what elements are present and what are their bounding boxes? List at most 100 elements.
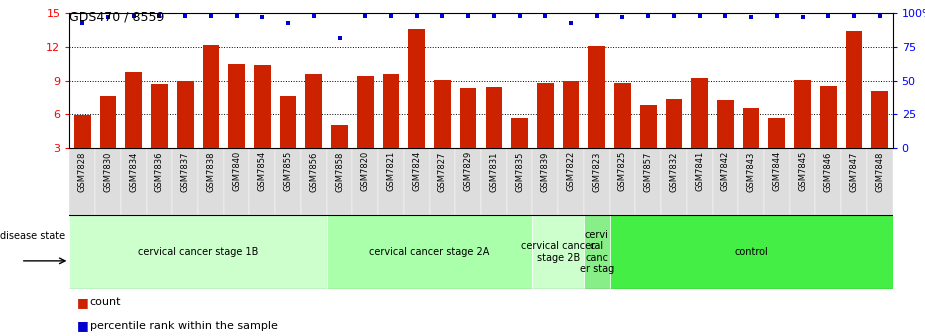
Bar	[429, 148, 455, 215]
Text: count: count	[90, 297, 121, 307]
Bar	[198, 148, 224, 215]
Point	[204, 13, 218, 19]
Text: GSM7825: GSM7825	[618, 151, 627, 192]
Text: GSM7856: GSM7856	[309, 151, 318, 192]
Bar	[558, 148, 584, 215]
Bar	[533, 215, 584, 289]
Bar	[640, 105, 657, 181]
Point	[152, 13, 166, 19]
Bar	[254, 65, 271, 181]
Point	[872, 13, 887, 19]
Point	[332, 35, 347, 40]
Bar	[588, 46, 605, 181]
Text: GSM7855: GSM7855	[284, 151, 292, 192]
Text: GSM7821: GSM7821	[387, 151, 396, 192]
Point	[229, 13, 244, 19]
Bar	[408, 29, 426, 181]
Text: cervical cancer stage 2A: cervical cancer stage 2A	[369, 247, 489, 257]
Text: GSM7822: GSM7822	[566, 151, 575, 192]
Point	[75, 20, 90, 26]
Bar	[301, 148, 327, 215]
Text: GSM7848: GSM7848	[875, 151, 884, 192]
Text: GSM7839: GSM7839	[541, 151, 549, 192]
Bar	[69, 215, 327, 289]
Text: GSM7820: GSM7820	[361, 151, 370, 192]
Text: ■: ■	[77, 296, 89, 309]
Point	[512, 13, 527, 19]
Bar	[250, 148, 276, 215]
Bar	[635, 148, 661, 215]
Bar	[305, 74, 322, 181]
Bar	[661, 148, 686, 215]
Bar	[841, 148, 867, 215]
Point	[744, 15, 758, 20]
Text: GSM7838: GSM7838	[206, 151, 216, 192]
Bar	[331, 125, 348, 181]
Point	[692, 13, 707, 19]
Bar	[228, 64, 245, 181]
Text: GSM7842: GSM7842	[721, 151, 730, 192]
Text: GSM7832: GSM7832	[670, 151, 678, 192]
Bar	[610, 215, 893, 289]
Text: GSM7858: GSM7858	[335, 151, 344, 192]
Bar	[512, 118, 528, 181]
Bar	[666, 98, 683, 181]
Text: GSM7831: GSM7831	[489, 151, 499, 192]
Text: cervical cancer stage 1B: cervical cancer stage 1B	[138, 247, 258, 257]
Bar	[383, 74, 400, 181]
Bar	[279, 96, 296, 181]
Bar	[327, 215, 533, 289]
Bar	[507, 148, 533, 215]
Bar	[276, 148, 301, 215]
Text: GSM7824: GSM7824	[413, 151, 421, 192]
Point	[589, 13, 604, 19]
Bar	[845, 31, 862, 181]
Bar	[224, 148, 250, 215]
Point	[101, 15, 116, 20]
Text: ■: ■	[77, 320, 89, 332]
Bar	[584, 215, 610, 289]
Bar	[795, 80, 811, 181]
Point	[615, 15, 630, 20]
Text: GSM7854: GSM7854	[258, 151, 266, 192]
Point	[409, 13, 424, 19]
Bar	[533, 148, 558, 215]
Bar	[69, 148, 95, 215]
Point	[435, 13, 450, 19]
Bar	[481, 148, 507, 215]
Bar	[146, 148, 172, 215]
Bar	[327, 148, 352, 215]
Text: GSM7843: GSM7843	[746, 151, 756, 192]
Text: GSM7823: GSM7823	[592, 151, 601, 192]
Bar	[172, 148, 198, 215]
Bar	[769, 118, 785, 181]
Bar	[867, 148, 893, 215]
Bar	[790, 148, 816, 215]
Point	[358, 13, 373, 19]
Bar	[455, 148, 481, 215]
Text: GSM7829: GSM7829	[463, 151, 473, 192]
Bar	[203, 45, 219, 181]
Point	[487, 13, 501, 19]
Text: GSM7836: GSM7836	[154, 151, 164, 192]
Point	[563, 20, 578, 26]
Point	[796, 15, 810, 20]
Text: GSM7845: GSM7845	[798, 151, 808, 192]
Point	[178, 13, 192, 19]
Bar	[712, 148, 738, 215]
Bar	[460, 88, 476, 181]
Text: GSM7828: GSM7828	[78, 151, 87, 192]
Point	[461, 13, 475, 19]
Point	[846, 13, 861, 19]
Point	[306, 13, 321, 19]
Bar	[404, 148, 429, 215]
Bar	[378, 148, 404, 215]
Bar	[125, 72, 142, 181]
Text: GSM7834: GSM7834	[130, 151, 138, 192]
Bar	[686, 148, 712, 215]
Bar	[486, 87, 502, 181]
Bar	[764, 148, 790, 215]
Bar	[743, 108, 759, 181]
Bar	[562, 81, 579, 181]
Text: GSM7827: GSM7827	[438, 151, 447, 192]
